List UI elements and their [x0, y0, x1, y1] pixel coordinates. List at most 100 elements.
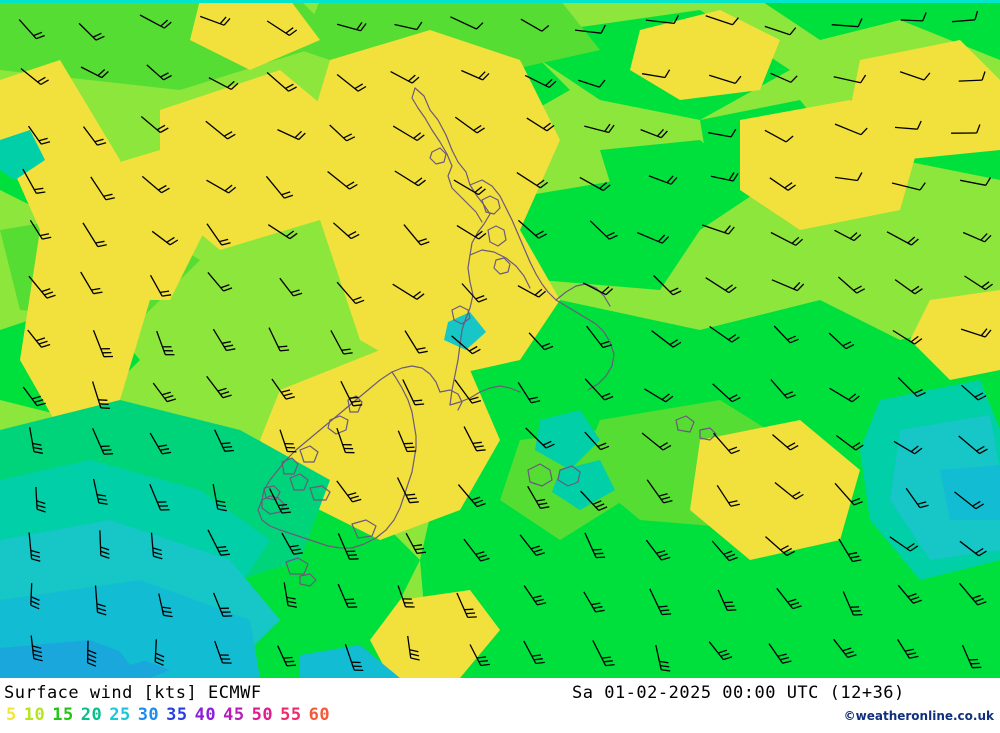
wind-barb-shaft	[900, 19, 923, 22]
wind-barb-flag	[153, 555, 163, 560]
wind-barb-flag	[345, 181, 355, 188]
wind-barb-flag	[596, 556, 606, 559]
wind-barb-flag	[540, 506, 550, 509]
wind-barb-flag	[541, 24, 550, 32]
wind-speed-map[interactable]	[0, 0, 1000, 678]
wind-barb-flag	[731, 397, 741, 403]
wind-barb-flag	[100, 407, 110, 409]
wind-barb-flag	[536, 552, 545, 557]
wind-barb-flag	[977, 601, 987, 606]
wind-barb-shaft	[711, 540, 730, 562]
wind-barb-flag	[476, 656, 487, 659]
wind-barb-flag	[91, 287, 101, 291]
wind-barb-flag	[919, 182, 926, 191]
wind-barb-flag	[728, 394, 738, 400]
wind-barb-flag	[475, 551, 485, 556]
wind-barb-shaft	[520, 18, 543, 32]
wind-barb-shaft	[651, 330, 674, 348]
wind-barb-flag	[93, 291, 103, 295]
wind-barb-flag	[100, 546, 110, 551]
wind-barb-flag	[281, 511, 291, 514]
wind-barb-shaft	[592, 640, 607, 666]
wind-barb-flag	[41, 288, 51, 293]
wind-barb-flag	[976, 124, 981, 134]
wind-barb-flag	[853, 234, 862, 242]
wind-barb-flag	[97, 611, 107, 616]
wind-barb-flag	[981, 71, 986, 81]
wind-barb-flag	[852, 559, 862, 563]
wind-barb-shaft	[453, 179, 479, 196]
wind-barb-flag	[352, 296, 362, 301]
wind-barb-flag	[166, 236, 175, 243]
wind-barb-flag	[227, 133, 236, 140]
wind-barb-flag	[975, 503, 984, 510]
wind-barb-flag	[662, 444, 672, 451]
legend-item-15: 15	[52, 705, 74, 725]
wind-barb-flag	[916, 120, 922, 130]
wind-barb-shaft	[402, 379, 416, 406]
wind-barb-flag	[288, 86, 297, 92]
wind-barb-flag	[542, 122, 551, 130]
wind-barb-flag	[531, 400, 541, 404]
wind-barb-flag	[100, 445, 110, 448]
wind-barb-flag	[153, 551, 163, 556]
wind-barb-flag	[604, 123, 611, 132]
wind-barb-flag	[465, 612, 476, 615]
wind-barb-flag	[673, 15, 679, 24]
wind-barb-flag	[161, 391, 171, 396]
wind-barb-shaft	[891, 182, 921, 191]
wind-barb-shaft	[450, 16, 477, 30]
wind-barb-flag	[536, 498, 546, 502]
wind-barb-flag	[974, 10, 979, 20]
wind-barb-flag	[155, 656, 165, 662]
wind-barb-flag	[94, 138, 104, 143]
wind-barb-flag	[910, 596, 920, 601]
wind-barb-shaft	[28, 275, 48, 299]
wind-barb-flag	[666, 175, 674, 184]
wind-barb-shaft	[207, 529, 222, 556]
wind-barb-flag	[850, 555, 860, 559]
wind-barb-flag	[410, 657, 420, 661]
wind-barb-flag	[281, 191, 291, 196]
legend-item-35: 35	[166, 705, 188, 725]
wind-barb-shaft	[80, 271, 95, 295]
wind-barb-flag	[909, 545, 919, 552]
wind-barb-shaft	[206, 223, 223, 246]
wind-barb-flag	[157, 444, 168, 448]
wind-barb-flag	[984, 283, 993, 291]
wind-barb-flag	[159, 448, 170, 451]
wind-barb-flag	[663, 499, 673, 504]
wind-barb-flag	[280, 349, 290, 352]
wind-barb-shaft	[834, 482, 855, 506]
wind-barb-shaft	[90, 176, 107, 201]
wind-barb-flag	[980, 233, 988, 241]
wind-barb-shaft	[584, 378, 606, 401]
copyright-label: ©weatheronline.co.uk	[843, 709, 994, 723]
wind-barb-flag	[223, 131, 233, 137]
wind-barb-flag	[418, 350, 428, 354]
wind-barb-flag	[286, 596, 296, 600]
wind-barb-flag	[780, 656, 790, 661]
wind-barb-flag	[659, 442, 668, 448]
wind-barb-flag	[416, 134, 425, 142]
wind-barb-flag	[978, 550, 987, 557]
wind-barb-flag	[728, 334, 737, 341]
wind-barb-flag	[658, 493, 668, 497]
wind-barb-flag	[347, 554, 357, 557]
wind-barb-shaft	[705, 15, 733, 26]
wind-barb-flag	[100, 550, 110, 555]
wind-barb-flag	[30, 596, 40, 601]
wind-barb-flag	[220, 553, 230, 556]
wind-barb-shaft	[91, 381, 102, 408]
wind-barb-flag	[294, 130, 302, 139]
wind-barb-shaft	[579, 176, 604, 192]
wind-barb-flag	[92, 32, 102, 38]
wind-barb-flag	[723, 656, 733, 661]
wind-barb-flag	[286, 664, 297, 667]
wind-barb-flag	[222, 394, 232, 399]
legend-item-20: 20	[80, 705, 103, 725]
wind-barb-flag	[221, 442, 231, 445]
wind-barb-flag	[224, 344, 234, 348]
wind-barb-flag	[595, 503, 605, 508]
wind-barb-flag	[984, 329, 992, 338]
